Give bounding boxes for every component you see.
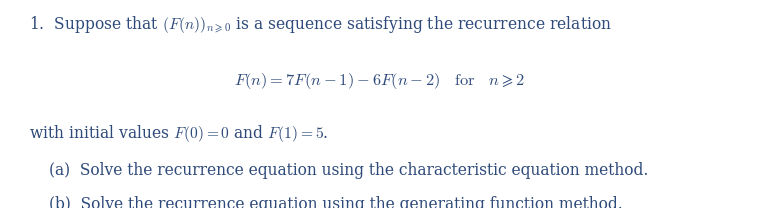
Text: 1.  Suppose that $(F(n))_{n\geqslant 0}$ is a sequence satisfying the recurrence: 1. Suppose that $(F(n))_{n\geqslant 0}$ … [29,15,612,35]
Text: (a)  Solve the recurrence equation using the characteristic equation method.: (a) Solve the recurrence equation using … [49,162,649,179]
Text: $F(n) = 7F(n-1) - 6F(n-2)\quad \mathrm{for}\quad n\geqslant 2$: $F(n) = 7F(n-1) - 6F(n-2)\quad \mathrm{f… [233,71,525,91]
Text: (b)  Solve the recurrence equation using the generating function method.: (b) Solve the recurrence equation using … [49,196,623,208]
Text: with initial values $F(0) = 0$ and $F(1) = 5$.: with initial values $F(0) = 0$ and $F(1)… [29,123,328,144]
